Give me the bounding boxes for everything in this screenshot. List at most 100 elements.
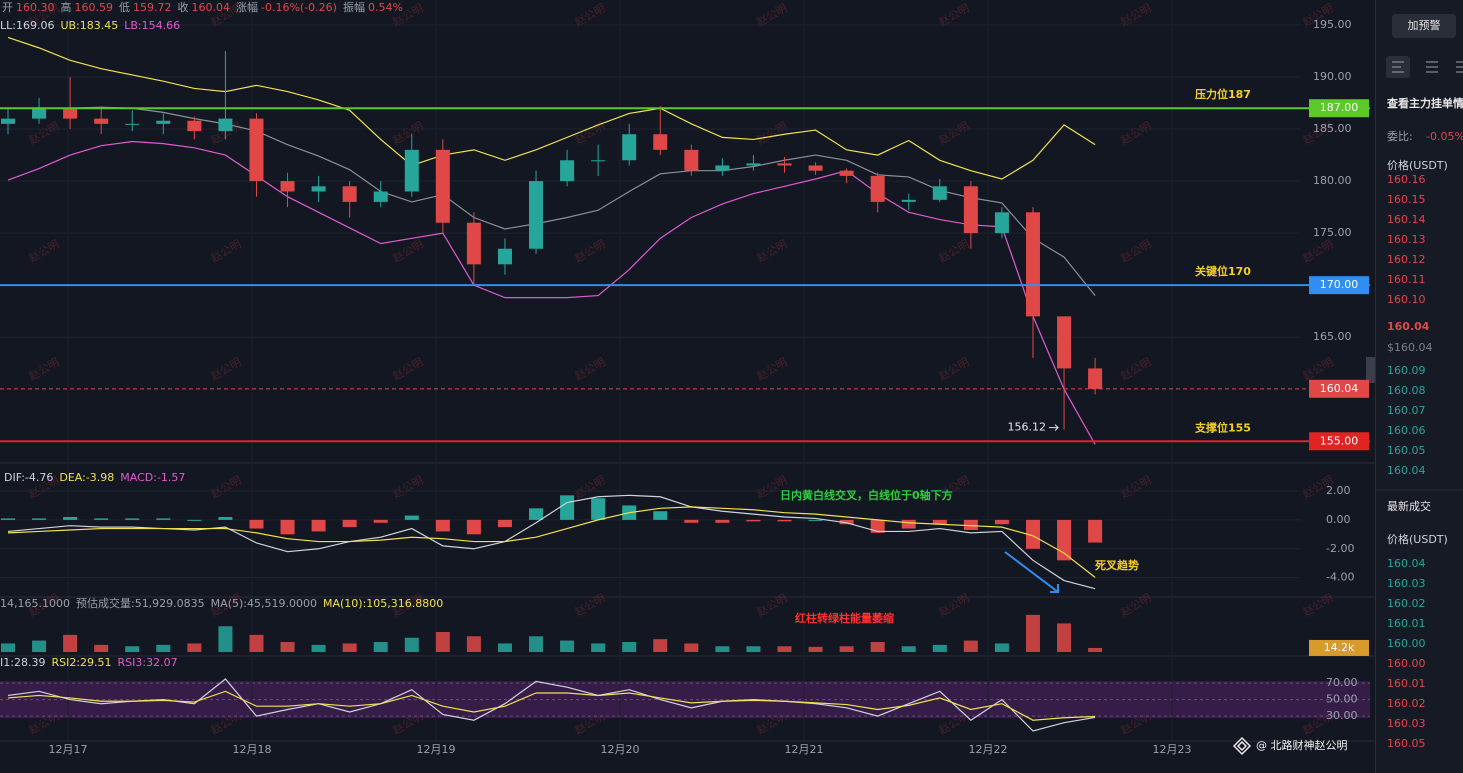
volume-bar bbox=[715, 646, 730, 652]
date-label: 12月23 bbox=[1153, 743, 1192, 756]
indicator-value: LL:169.06 bbox=[0, 19, 54, 32]
macd-bar bbox=[777, 519, 792, 522]
volume-bar bbox=[777, 646, 792, 652]
indicator-value: LB:154.66 bbox=[124, 19, 180, 32]
panel-separators bbox=[0, 462, 1375, 742]
candle-body bbox=[156, 120, 171, 124]
volume-bar bbox=[342, 643, 357, 652]
indicator-value: I1:28.39 bbox=[0, 656, 45, 669]
icon-asks[interactable] bbox=[1426, 61, 1438, 73]
indicator-value: MA(10):105,316.8800 bbox=[323, 597, 443, 610]
volume-bar bbox=[311, 644, 326, 652]
quote-value: 160.04 bbox=[192, 1, 231, 14]
volume-bar bbox=[684, 643, 699, 652]
macd-bar bbox=[591, 498, 606, 520]
boll-lower bbox=[7, 140, 1096, 445]
trade-price: 160.03 bbox=[1387, 717, 1426, 730]
quote-value: -0.16%(-0.26) bbox=[261, 1, 337, 14]
candle-body bbox=[901, 199, 916, 202]
volume-bar bbox=[591, 643, 606, 652]
macd-bar bbox=[529, 508, 544, 520]
macd-annotation: 日内黄白线交叉，白线位于0轴下方 bbox=[780, 488, 953, 502]
volume-bar bbox=[901, 646, 916, 652]
candle-body bbox=[994, 212, 1009, 234]
volume-bar bbox=[63, 634, 78, 652]
candle-body bbox=[249, 118, 264, 182]
volume-bar bbox=[1088, 647, 1103, 652]
indicator-value: DEA:-3.98 bbox=[59, 471, 114, 484]
quote-label: 振幅 bbox=[343, 0, 365, 14]
ask-price: 160.14 bbox=[1387, 213, 1426, 226]
candle-body bbox=[1088, 368, 1103, 389]
trade-price: 160.00 bbox=[1387, 657, 1426, 670]
cross-note: 死叉趋势 bbox=[1095, 558, 1139, 572]
quote-value: 160.30 bbox=[16, 1, 55, 14]
trade-price: 160.05 bbox=[1387, 737, 1426, 750]
footer: @ 北路财神赵公明 bbox=[1232, 736, 1348, 756]
trades-title: 最新成交 bbox=[1387, 499, 1431, 513]
volume-bar bbox=[404, 637, 419, 652]
macd-tick-label: 0.00 bbox=[1326, 513, 1351, 526]
macd-bar bbox=[808, 519, 823, 521]
bid-price: 160.05 bbox=[1387, 444, 1426, 457]
bid-price: 160.04 bbox=[1387, 464, 1426, 477]
macd-tick-label: -4.00 bbox=[1326, 571, 1354, 584]
icon-bids[interactable] bbox=[1456, 61, 1463, 73]
quote-label: 涨幅 bbox=[236, 1, 258, 14]
trade-price: 160.01 bbox=[1387, 617, 1426, 630]
volume-bar bbox=[466, 636, 481, 652]
main-orders-link: 查看主力挂单情 bbox=[1387, 96, 1463, 110]
date-label: 12月18 bbox=[233, 743, 272, 756]
volume-bar bbox=[497, 643, 512, 652]
macd-bar bbox=[994, 519, 1009, 525]
macd-bar bbox=[342, 519, 357, 528]
level-annotation: 压力位187 bbox=[1195, 87, 1251, 101]
footer-text: @ 北路财神赵公明 bbox=[1256, 738, 1348, 752]
macd-bar bbox=[497, 519, 512, 528]
level-tag bbox=[1309, 99, 1369, 118]
alert-button-label: 加预警 bbox=[1408, 18, 1441, 32]
icon-both[interactable] bbox=[1392, 61, 1404, 73]
candle-body bbox=[311, 186, 326, 192]
ratio-value: -0.05% bbox=[1426, 130, 1463, 143]
volume-bar bbox=[156, 644, 171, 652]
bid-price: 160.08 bbox=[1387, 384, 1426, 397]
level-tag-label: 155.00 bbox=[1320, 434, 1359, 447]
book-last-price: 160.04 bbox=[1387, 320, 1430, 333]
macd-bar bbox=[156, 518, 171, 520]
macd-bar bbox=[125, 518, 140, 520]
low-arrow bbox=[1049, 424, 1059, 431]
volume-bar bbox=[249, 634, 264, 652]
candle-body bbox=[777, 163, 792, 166]
quote-label: 开 bbox=[2, 1, 13, 14]
volume-bar bbox=[280, 642, 295, 652]
indicator-value: RSI3:32.07 bbox=[118, 656, 178, 669]
boll-mid bbox=[8, 106, 1096, 296]
bid-price: 160.07 bbox=[1387, 404, 1426, 417]
macd-bar bbox=[404, 515, 419, 520]
volume-bar bbox=[560, 640, 575, 652]
date-label: 12月19 bbox=[417, 743, 456, 756]
level-tag-label: 170.00 bbox=[1320, 278, 1359, 291]
volume-tag bbox=[1309, 639, 1369, 656]
date-label: 12月17 bbox=[49, 743, 88, 756]
candle-body bbox=[1057, 316, 1072, 369]
candle-body bbox=[1025, 212, 1040, 317]
candle-body bbox=[653, 134, 668, 150]
ratio-label: 委比: bbox=[1387, 130, 1413, 143]
alert-button[interactable] bbox=[1392, 14, 1456, 38]
candle-body bbox=[497, 248, 512, 265]
collapse-handle[interactable] bbox=[1366, 357, 1375, 383]
volume-bar bbox=[746, 646, 761, 652]
volume-bar bbox=[808, 646, 823, 652]
trade-price: 160.03 bbox=[1387, 577, 1426, 590]
candle-body bbox=[435, 149, 450, 223]
candle-body bbox=[839, 170, 854, 176]
macd-bar bbox=[870, 519, 885, 533]
candle-body bbox=[466, 222, 481, 265]
macd-bar bbox=[901, 519, 916, 529]
volume-bar bbox=[1025, 614, 1040, 652]
